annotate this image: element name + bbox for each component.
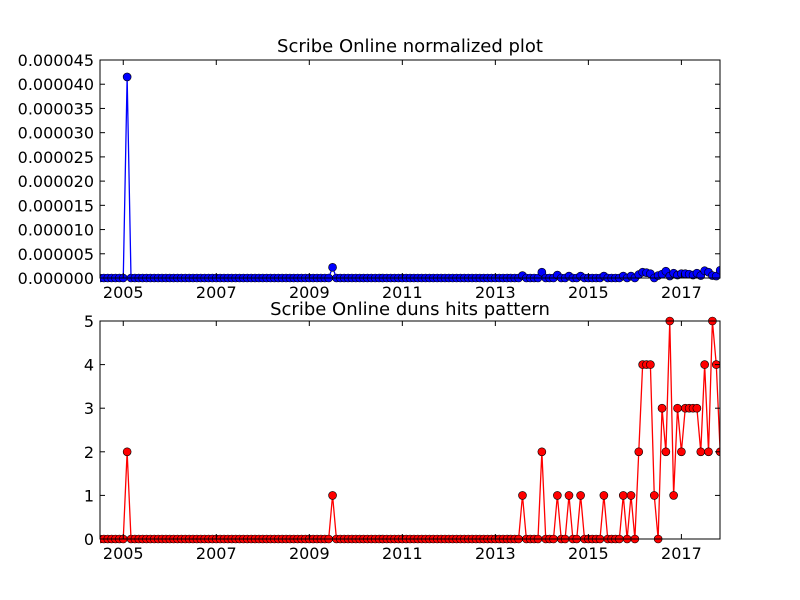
y-tick-label: 0.000020 (18, 172, 94, 191)
chart-title: Scribe Online duns hits pattern (270, 299, 550, 320)
x-tick-label: 2013 (475, 283, 516, 302)
data-point (553, 491, 562, 500)
y-tick-label: 0.000005 (18, 245, 94, 264)
data-point (692, 403, 702, 413)
x-tick-label: 2011 (382, 544, 423, 563)
y-tick-label: 0.000035 (18, 99, 94, 118)
data-point (518, 491, 527, 500)
data-point (657, 403, 667, 413)
data-point (537, 447, 547, 457)
data-point (599, 491, 609, 500)
data-point (696, 447, 706, 457)
normalized-plot: Scribe Online normalized plot 2005 2007 20… (18, 36, 721, 302)
x-tick-label: 2015 (568, 544, 609, 563)
axis-ticks: 2005 2007 2009 2011 2013 2015 2017 0 1 2 3 4 5 (84, 312, 720, 563)
data-point (646, 360, 655, 369)
data-point (669, 491, 678, 500)
y-tick-label: 4 (84, 356, 94, 375)
y-tick-label: 3 (84, 399, 94, 418)
data-point (328, 491, 337, 500)
data-point (673, 403, 682, 413)
y-tick-label: 0.000000 (18, 269, 94, 288)
data-point (564, 491, 574, 500)
y-tick-label: 0.000010 (18, 221, 94, 240)
axis-ticks: 2005 2007 2009 2011 2013 2015 2017 0.000000 0.00… (18, 51, 720, 302)
data-point (661, 447, 671, 457)
y-tick-label: 0 (84, 530, 94, 549)
data-point (649, 491, 659, 500)
data-point (677, 447, 686, 457)
x-tick-label: 2017 (661, 544, 702, 563)
x-tick-label: 2005 (103, 544, 144, 563)
x-tick-label: 2015 (568, 283, 609, 302)
data-point (715, 265, 720, 275)
data-point (626, 491, 636, 500)
y-tick-label: 0.000040 (18, 75, 94, 94)
y-tick-label: 2 (84, 443, 94, 462)
y-tick-label: 0.000045 (18, 51, 94, 70)
data-point (576, 491, 585, 500)
x-tick-label: 2007 (196, 283, 237, 302)
data-point (328, 263, 337, 272)
x-tick-label: 2011 (382, 283, 423, 302)
data-point (122, 447, 132, 457)
x-tick-label: 2009 (289, 544, 330, 563)
y-tick-label: 1 (84, 486, 94, 505)
data-point (634, 447, 644, 457)
y-tick-label: 0.000015 (18, 196, 94, 215)
plot-frame (99, 59, 721, 279)
data-point (618, 491, 628, 500)
data-point (122, 72, 132, 82)
x-tick-label: 2007 (196, 544, 237, 563)
x-tick-label: 2013 (475, 544, 516, 563)
y-tick-label: 5 (84, 312, 94, 331)
duns-hits-plot: Scribe Online duns hits pattern 2005 2007… (84, 299, 721, 563)
data-point (700, 360, 709, 369)
x-tick-label: 2009 (289, 283, 330, 302)
chart-title: Scribe Online normalized plot (277, 36, 543, 57)
y-tick-label: 0.000030 (18, 124, 94, 143)
data-point (704, 447, 713, 457)
x-tick-label: 2005 (103, 283, 144, 302)
plot-frame (99, 320, 721, 540)
x-tick-label: 2017 (661, 283, 702, 302)
y-tick-label: 0.000025 (18, 148, 94, 167)
